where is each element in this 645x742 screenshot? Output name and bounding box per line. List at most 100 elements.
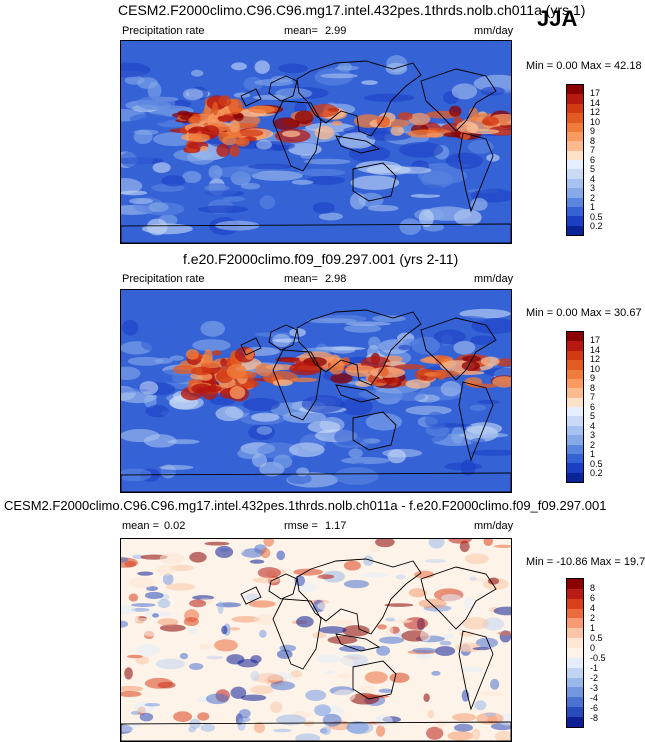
coastline xyxy=(121,721,511,741)
colorbar-tick-label: 0.5 xyxy=(590,632,603,643)
panel3-colorbar xyxy=(566,578,584,728)
colorbar-swatch xyxy=(567,608,583,619)
colorbar-swatch xyxy=(567,160,583,170)
colorbar-tick-label: 5 xyxy=(590,411,596,421)
coastline xyxy=(335,135,381,154)
colorbar-swatch xyxy=(567,618,583,629)
colorbar-swatch xyxy=(567,648,583,658)
colorbar-swatch xyxy=(567,707,583,718)
colorbar-tick-label: 2 xyxy=(590,439,596,450)
coastline xyxy=(121,472,511,492)
colorbar-swatch xyxy=(567,667,583,678)
coastline xyxy=(458,381,494,462)
coastline xyxy=(335,633,381,652)
colorbar-swatch xyxy=(567,588,583,599)
colorbar-tick-label: 9 xyxy=(590,373,596,383)
colorbar-tick-label: -6 xyxy=(590,702,599,713)
colorbar-swatch xyxy=(567,444,583,454)
colorbar-swatch xyxy=(567,697,583,708)
colorbar-swatch xyxy=(567,94,583,104)
panel2-colorbar xyxy=(566,331,584,483)
panel3-minmax: Min = -10.86 Max = 19.78 xyxy=(526,556,645,568)
colorbar-swatch xyxy=(567,341,583,351)
colorbar-swatch xyxy=(567,472,583,482)
colorbar-swatch xyxy=(567,657,583,668)
colorbar-swatch xyxy=(567,131,583,142)
colorbar-swatch xyxy=(567,717,583,727)
colorbar-swatch xyxy=(567,425,583,436)
coastline xyxy=(296,309,422,386)
colorbar-swatch xyxy=(567,197,583,207)
colorbar-swatch xyxy=(567,150,583,160)
colorbar-swatch xyxy=(567,463,583,473)
colorbar-swatch xyxy=(567,407,583,417)
panel3-title: CESM2.F2000climo.C96.C96.mg17.intel.432p… xyxy=(4,498,607,513)
panel1-colorbar xyxy=(566,84,584,236)
panel1-mean-value: 2.99 xyxy=(325,25,347,37)
panel2-mean-value: 2.98 xyxy=(325,273,347,285)
coastline xyxy=(420,566,497,630)
colorbar-tick-label: 14 xyxy=(590,344,601,355)
colorbar-tick-label: 0.5 xyxy=(590,458,603,469)
colorbar-tick-label: -4 xyxy=(590,692,599,703)
colorbar-swatch xyxy=(567,225,583,235)
coastline xyxy=(121,223,511,243)
colorbar-tick-label: 10 xyxy=(590,363,601,374)
panel2-title: f.e20.F2000climo.f09_f09.297.001 (yrs 2-… xyxy=(183,251,459,267)
panel1-minmax: Min = 0.00 Max = 42.18 xyxy=(526,60,642,72)
colorbar-tick-label: 8 xyxy=(590,382,596,393)
colorbar-tick-label: 4 xyxy=(590,602,596,613)
colorbar-tick-label: 6 xyxy=(590,154,596,165)
panel2-minmax: Min = 0.00 Max = 30.67 xyxy=(526,307,642,319)
colorbar-swatch xyxy=(567,113,583,123)
coastline xyxy=(352,162,397,202)
colorbar-tick-label: 3 xyxy=(590,183,596,193)
colorbar-swatch xyxy=(567,332,583,342)
colorbar-tick-label: 6 xyxy=(590,592,596,603)
coastline xyxy=(268,75,298,102)
coastline xyxy=(420,68,497,132)
coastline xyxy=(272,598,322,670)
colorbar-swatch xyxy=(567,85,583,95)
colorbar-tick-label: 1 xyxy=(590,622,596,633)
colorbar-tick-label: -1 xyxy=(590,662,599,673)
coastline xyxy=(272,100,322,172)
colorbar-swatch xyxy=(567,388,583,398)
colorbar-swatch xyxy=(567,216,583,226)
coastline xyxy=(420,317,497,381)
panel2-mean-label: mean= xyxy=(284,273,318,285)
panel1-mean-label: mean= xyxy=(284,25,318,37)
coastline xyxy=(268,324,298,351)
colorbar-tick-label: 1 xyxy=(590,202,596,212)
panel2-map xyxy=(120,289,512,493)
coastline xyxy=(272,349,322,421)
coastline xyxy=(352,660,397,700)
colorbar-tick-label: 0.5 xyxy=(590,211,603,222)
colorbar-swatch xyxy=(567,206,583,217)
colorbar-tick-label: 8 xyxy=(590,135,596,146)
panel3-units: mm/day xyxy=(474,520,514,532)
panel1-map xyxy=(120,40,512,244)
colorbar-tick-label: 5 xyxy=(590,164,596,174)
colorbar-tick-label: 2 xyxy=(590,612,596,623)
colorbar-swatch xyxy=(567,677,583,688)
coastline xyxy=(296,558,422,635)
colorbar-tick-label: 9 xyxy=(590,126,596,136)
colorbar-swatch xyxy=(567,453,583,464)
colorbar-swatch xyxy=(567,579,583,589)
colorbar-tick-label: 3 xyxy=(590,430,596,440)
season-label: JJA xyxy=(537,6,578,31)
coastline xyxy=(335,384,381,403)
coastline xyxy=(268,573,298,600)
colorbar-swatch xyxy=(567,122,583,132)
colorbar-swatch xyxy=(567,178,583,189)
colorbar-swatch xyxy=(567,598,583,609)
colorbar-swatch xyxy=(567,360,583,370)
colorbar-tick-label: 12 xyxy=(590,107,601,117)
colorbar-swatch xyxy=(567,397,583,407)
coastline xyxy=(240,337,262,356)
colorbar-swatch xyxy=(567,378,583,389)
panel3-rmse-label: rmse = xyxy=(284,520,318,532)
coastline xyxy=(240,586,262,605)
panel2-field-label: Precipitation rate xyxy=(122,273,205,285)
